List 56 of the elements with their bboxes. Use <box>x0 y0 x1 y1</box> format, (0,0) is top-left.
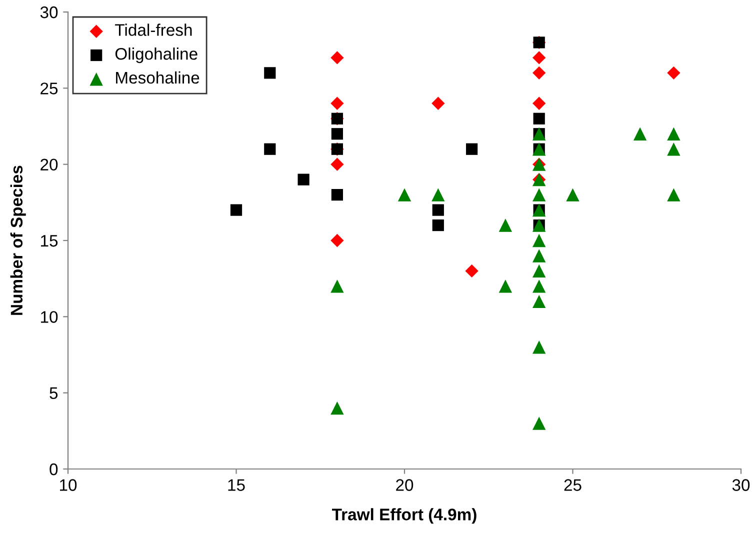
point <box>532 96 546 110</box>
point <box>532 234 546 248</box>
point <box>498 218 512 232</box>
point <box>331 128 344 140</box>
point <box>330 234 344 248</box>
point <box>264 67 276 79</box>
point <box>532 294 546 308</box>
point <box>432 96 445 110</box>
point <box>532 280 546 293</box>
point <box>533 112 545 124</box>
x-tick-label: 30 <box>732 479 750 491</box>
point <box>532 51 546 64</box>
y-tick-label: 20 <box>40 158 58 171</box>
point <box>466 143 478 155</box>
point <box>532 188 546 202</box>
point <box>330 96 344 110</box>
y-tick-label: 0 <box>50 463 58 476</box>
point <box>532 249 546 262</box>
y-axis-title: Number of Species <box>10 166 26 315</box>
point <box>432 188 445 202</box>
legend-label: Oligohaline <box>115 48 198 64</box>
point <box>330 401 344 415</box>
point <box>667 188 680 202</box>
point <box>330 51 344 64</box>
x-tick-label: 15 <box>228 479 245 491</box>
point <box>532 66 546 80</box>
x-tick-label: 10 <box>60 479 77 491</box>
point <box>667 127 680 140</box>
x-tick-label: 20 <box>396 479 414 491</box>
point <box>398 188 412 202</box>
point <box>330 280 344 293</box>
point <box>498 280 512 293</box>
y-tick-label: 25 <box>40 82 58 94</box>
point <box>465 264 478 278</box>
point <box>566 188 580 202</box>
point <box>331 188 344 201</box>
y-tick-label: 30 <box>40 6 58 18</box>
legend-label: Tidal-fresh <box>115 24 192 36</box>
legend-label: Mesohaline <box>116 71 200 84</box>
x-axis-title: Trawl Effort (4.9m) <box>332 508 476 524</box>
y-tick-label: 10 <box>41 311 58 323</box>
point <box>230 204 242 216</box>
point <box>264 143 276 155</box>
point <box>532 340 546 354</box>
point <box>432 204 444 216</box>
point <box>298 174 310 186</box>
point <box>532 264 546 278</box>
point <box>667 142 680 156</box>
y-tick-label: 5 <box>50 387 58 400</box>
x-tick-label: 25 <box>564 479 582 491</box>
point <box>330 158 344 171</box>
point <box>432 219 444 232</box>
point <box>667 66 680 80</box>
y-tick-label: 15 <box>41 235 58 247</box>
point <box>633 127 647 140</box>
point <box>532 416 546 430</box>
